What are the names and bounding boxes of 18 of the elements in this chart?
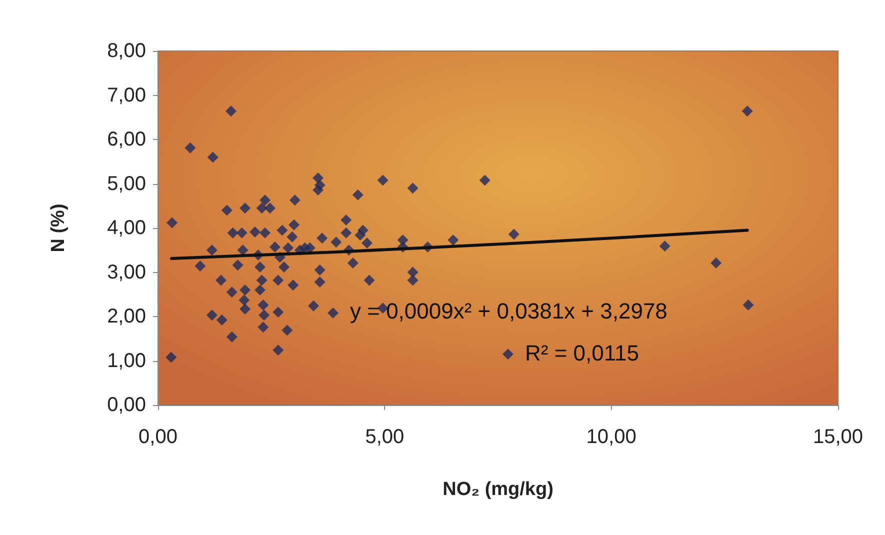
y-axis-title: N (%): [48, 204, 69, 252]
y-tick-label: 4,00: [107, 217, 146, 239]
annotation: y = 0,0009x² + 0,0381x + 3,2978: [350, 298, 668, 324]
y-tick-label: 5,00: [107, 172, 146, 195]
x-tick-label: 0,00: [138, 426, 178, 448]
x-axis-title: NO₂ (mg/kg): [442, 479, 554, 500]
x-tick-label: 10,00: [586, 426, 636, 448]
y-tick-label: 2,00: [107, 306, 146, 328]
y-tick-label: 7,00: [107, 84, 146, 106]
x-tick-label: 15,00: [812, 426, 864, 448]
y-tick-label: 6,00: [107, 128, 146, 150]
line-series: [170, 228, 749, 260]
y-tick-label: 0,00: [107, 394, 146, 416]
y-tick-label: 3,00: [107, 261, 146, 284]
y-tick-label: 1,00: [107, 350, 146, 372]
y-tick-label: 8,00: [107, 40, 146, 62]
annotation: R² = 0,0115: [525, 340, 639, 366]
x-tick-label: 5,00: [365, 426, 404, 448]
